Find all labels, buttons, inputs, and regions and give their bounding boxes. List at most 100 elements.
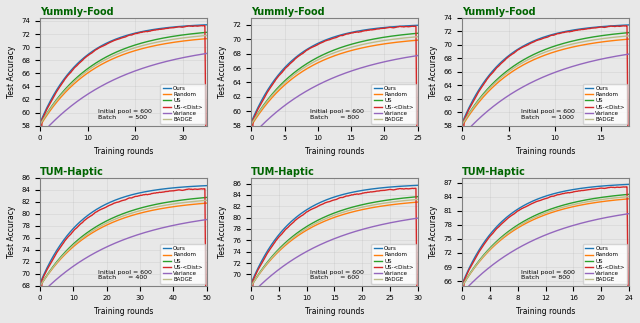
Ours bbox=[405, 184, 413, 188]
Random bbox=[67, 247, 75, 251]
Random bbox=[503, 74, 511, 78]
Variance bbox=[81, 94, 88, 98]
Line: Variance: Variance bbox=[252, 56, 418, 136]
Variance bbox=[43, 286, 51, 290]
US bbox=[611, 32, 618, 36]
Random bbox=[189, 203, 196, 206]
US-<Dist> bbox=[399, 187, 407, 191]
Variance bbox=[503, 253, 511, 257]
Variance bbox=[47, 123, 54, 127]
US-<Dist> bbox=[622, 185, 630, 189]
US bbox=[248, 122, 255, 126]
Ours bbox=[611, 183, 618, 187]
US-<Dist> bbox=[278, 232, 286, 235]
BADGE bbox=[611, 35, 618, 39]
Ours bbox=[47, 260, 54, 264]
Ours bbox=[43, 106, 51, 109]
Ours bbox=[43, 266, 51, 270]
Variance bbox=[414, 216, 422, 220]
BADGE bbox=[399, 199, 407, 203]
Random bbox=[458, 124, 466, 128]
Ours bbox=[195, 184, 202, 188]
US bbox=[278, 81, 286, 85]
US-<Dist> bbox=[468, 262, 476, 266]
US-<Dist> bbox=[405, 187, 413, 191]
US-<Dist> bbox=[412, 24, 419, 28]
Ours bbox=[257, 99, 265, 103]
US bbox=[278, 244, 286, 248]
BADGE bbox=[399, 36, 407, 40]
Random bbox=[195, 37, 202, 41]
Variance bbox=[203, 218, 211, 222]
Ours bbox=[203, 184, 211, 188]
US bbox=[36, 284, 44, 288]
US bbox=[43, 111, 51, 115]
US bbox=[625, 193, 632, 196]
BADGE bbox=[405, 36, 413, 39]
Ours bbox=[257, 260, 265, 264]
Random bbox=[458, 284, 466, 288]
Text: Yummly-Food: Yummly-Food bbox=[462, 7, 536, 17]
Random bbox=[43, 274, 51, 278]
Ours bbox=[278, 229, 286, 233]
X-axis label: Training rounds: Training rounds bbox=[93, 307, 153, 316]
US bbox=[399, 196, 407, 200]
Line: Ours: Ours bbox=[40, 186, 207, 283]
Ours bbox=[616, 23, 624, 27]
Variance bbox=[43, 126, 51, 130]
Y-axis label: Test Accuracy: Test Accuracy bbox=[7, 206, 16, 258]
BADGE bbox=[257, 107, 265, 111]
Line: US-<Dist>: US-<Dist> bbox=[252, 188, 418, 323]
Ours bbox=[248, 120, 255, 124]
BADGE bbox=[465, 273, 473, 277]
BADGE bbox=[43, 274, 51, 277]
Ours bbox=[195, 23, 202, 27]
US-<Dist> bbox=[625, 220, 632, 224]
Random bbox=[195, 202, 202, 206]
Ours bbox=[468, 99, 476, 103]
US bbox=[257, 268, 265, 272]
BADGE bbox=[195, 34, 202, 38]
US bbox=[490, 243, 497, 246]
Random bbox=[611, 198, 618, 202]
US bbox=[611, 194, 618, 198]
Variance bbox=[203, 52, 211, 56]
Random bbox=[414, 200, 422, 204]
US-<Dist> bbox=[458, 278, 466, 282]
US bbox=[81, 69, 88, 73]
US-<Dist> bbox=[36, 274, 44, 277]
Y-axis label: Test Accuracy: Test Accuracy bbox=[429, 206, 438, 258]
US-<Dist> bbox=[195, 187, 202, 191]
Ours bbox=[616, 183, 624, 187]
Legend: Ours, Random, US, US-<Dist>, Variance, BADGE: Ours, Random, US, US-<Dist>, Variance, B… bbox=[582, 84, 627, 124]
Random bbox=[254, 274, 262, 278]
US bbox=[47, 268, 54, 272]
Legend: Ours, Random, US, US-<Dist>, Variance, BADGE: Ours, Random, US, US-<Dist>, Variance, B… bbox=[371, 244, 416, 284]
Y-axis label: Test Accuracy: Test Accuracy bbox=[429, 46, 438, 98]
US-<Dist> bbox=[203, 215, 211, 219]
Variance bbox=[257, 124, 265, 128]
Random bbox=[67, 85, 75, 89]
Ours bbox=[611, 24, 618, 27]
US bbox=[248, 284, 255, 288]
BADGE bbox=[203, 34, 211, 37]
US-<Dist> bbox=[43, 268, 51, 272]
Random bbox=[405, 39, 413, 43]
Variance bbox=[292, 256, 300, 260]
BADGE bbox=[278, 83, 286, 87]
Text: TUM-Haptic: TUM-Haptic bbox=[462, 167, 526, 177]
X-axis label: Training rounds: Training rounds bbox=[516, 147, 575, 156]
US bbox=[616, 193, 624, 197]
Random bbox=[625, 197, 632, 201]
Random bbox=[292, 235, 300, 239]
Ours bbox=[254, 106, 262, 109]
Ours bbox=[458, 281, 466, 285]
Random bbox=[257, 269, 265, 273]
Ours bbox=[503, 55, 511, 59]
US-<Dist> bbox=[257, 101, 265, 105]
Ours bbox=[468, 260, 476, 264]
US-<Dist> bbox=[465, 107, 473, 111]
BADGE bbox=[278, 245, 286, 249]
US bbox=[468, 106, 476, 110]
Variance bbox=[81, 257, 88, 261]
